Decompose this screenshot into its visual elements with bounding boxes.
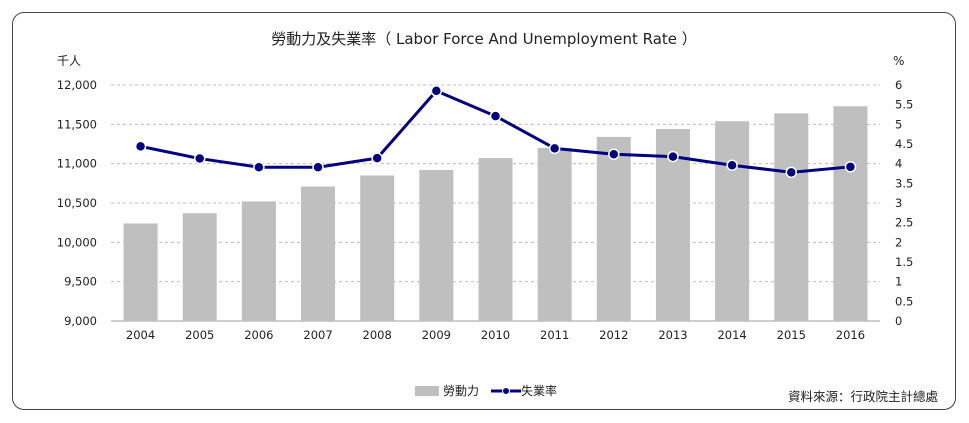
x-tick-label: 2006 bbox=[244, 328, 273, 342]
point-unemployment-rate bbox=[253, 161, 265, 173]
y-left-tick-label: 12,000 bbox=[57, 78, 97, 92]
x-tick-label: 2010 bbox=[481, 328, 510, 342]
y-left-tick-label: 9,500 bbox=[64, 275, 97, 289]
y-right-tick-label: 0.5 bbox=[895, 294, 913, 308]
y-right-tick-label: 1.5 bbox=[895, 255, 913, 269]
y-right-tick-label: 5.5 bbox=[895, 98, 913, 112]
bar-labor-force bbox=[241, 201, 276, 321]
y-right-tick-label: 0 bbox=[895, 314, 902, 328]
point-unemployment-rate bbox=[726, 159, 738, 171]
x-tick-label: 2013 bbox=[658, 328, 687, 342]
bar-labor-force bbox=[419, 169, 454, 321]
y-left-tick-label: 11,500 bbox=[57, 117, 97, 131]
legend-swatch-labor-force bbox=[415, 386, 439, 396]
y-left-tick-label: 10,500 bbox=[57, 196, 97, 210]
bar-labor-force bbox=[596, 136, 631, 321]
y-left-tick-label: 9,000 bbox=[64, 314, 97, 328]
chart-title: 勞動力及失業率（ Labor Force And Unemployment Ra… bbox=[271, 30, 697, 48]
left-axis-unit: 千人 bbox=[57, 54, 81, 68]
legend-label-unemployment-rate: 失業率 bbox=[521, 383, 557, 398]
point-unemployment-rate bbox=[134, 140, 147, 153]
y-right-tick-label: 6 bbox=[895, 78, 902, 92]
point-unemployment-rate bbox=[785, 166, 798, 179]
legend-label-labor-force: 勞動力 bbox=[443, 384, 479, 398]
bar-labor-force bbox=[833, 106, 868, 322]
y-left-tick-label: 10,000 bbox=[57, 235, 97, 249]
source-note: 資料來源：行政院主計總處 bbox=[788, 389, 939, 404]
bar-labor-force bbox=[182, 213, 217, 321]
y-right-tick-label: 4 bbox=[895, 157, 902, 171]
legend-swatch-unemployment-marker bbox=[502, 387, 510, 395]
bar-labor-force bbox=[478, 158, 513, 321]
y-right-tick-label: 1 bbox=[895, 275, 902, 289]
x-tick-label: 2004 bbox=[126, 328, 155, 342]
point-unemployment-rate bbox=[371, 152, 383, 164]
x-tick-label: 2016 bbox=[836, 328, 865, 342]
bar-labor-force bbox=[301, 186, 336, 321]
right-axis-unit: % bbox=[893, 54, 904, 68]
bar-labor-force bbox=[360, 175, 395, 321]
y-right-tick-label: 5 bbox=[895, 117, 902, 131]
x-tick-label: 2011 bbox=[540, 328, 569, 342]
point-unemployment-rate bbox=[193, 152, 206, 165]
bar-labor-force bbox=[537, 147, 572, 321]
x-tick-label: 2005 bbox=[185, 328, 214, 342]
point-unemployment-rate bbox=[667, 150, 679, 163]
x-tick-label: 2012 bbox=[599, 328, 628, 342]
x-tick-label: 2007 bbox=[303, 328, 332, 342]
point-unemployment-rate bbox=[548, 142, 561, 155]
y-right-tick-label: 4.5 bbox=[895, 137, 913, 151]
y-right-tick-label: 3.5 bbox=[895, 176, 913, 190]
y-left-tick-label: 11,000 bbox=[57, 157, 97, 171]
x-tick-label: 2014 bbox=[717, 328, 746, 342]
bar-labor-force bbox=[715, 121, 750, 321]
y-right-tick-label: 3 bbox=[895, 196, 902, 210]
y-right-tick-label: 2.5 bbox=[895, 216, 913, 230]
x-tick-label: 2009 bbox=[422, 328, 451, 342]
point-unemployment-rate bbox=[430, 85, 443, 97]
bar-labor-force bbox=[774, 113, 809, 321]
point-unemployment-rate bbox=[489, 110, 502, 122]
x-tick-label: 2015 bbox=[777, 328, 806, 342]
point-unemployment-rate bbox=[312, 161, 324, 173]
point-unemployment-rate bbox=[608, 148, 620, 160]
x-tick-label: 2008 bbox=[363, 328, 392, 342]
bar-labor-force bbox=[123, 223, 158, 321]
point-unemployment-rate bbox=[844, 161, 857, 173]
y-right-tick-label: 2 bbox=[895, 235, 902, 249]
